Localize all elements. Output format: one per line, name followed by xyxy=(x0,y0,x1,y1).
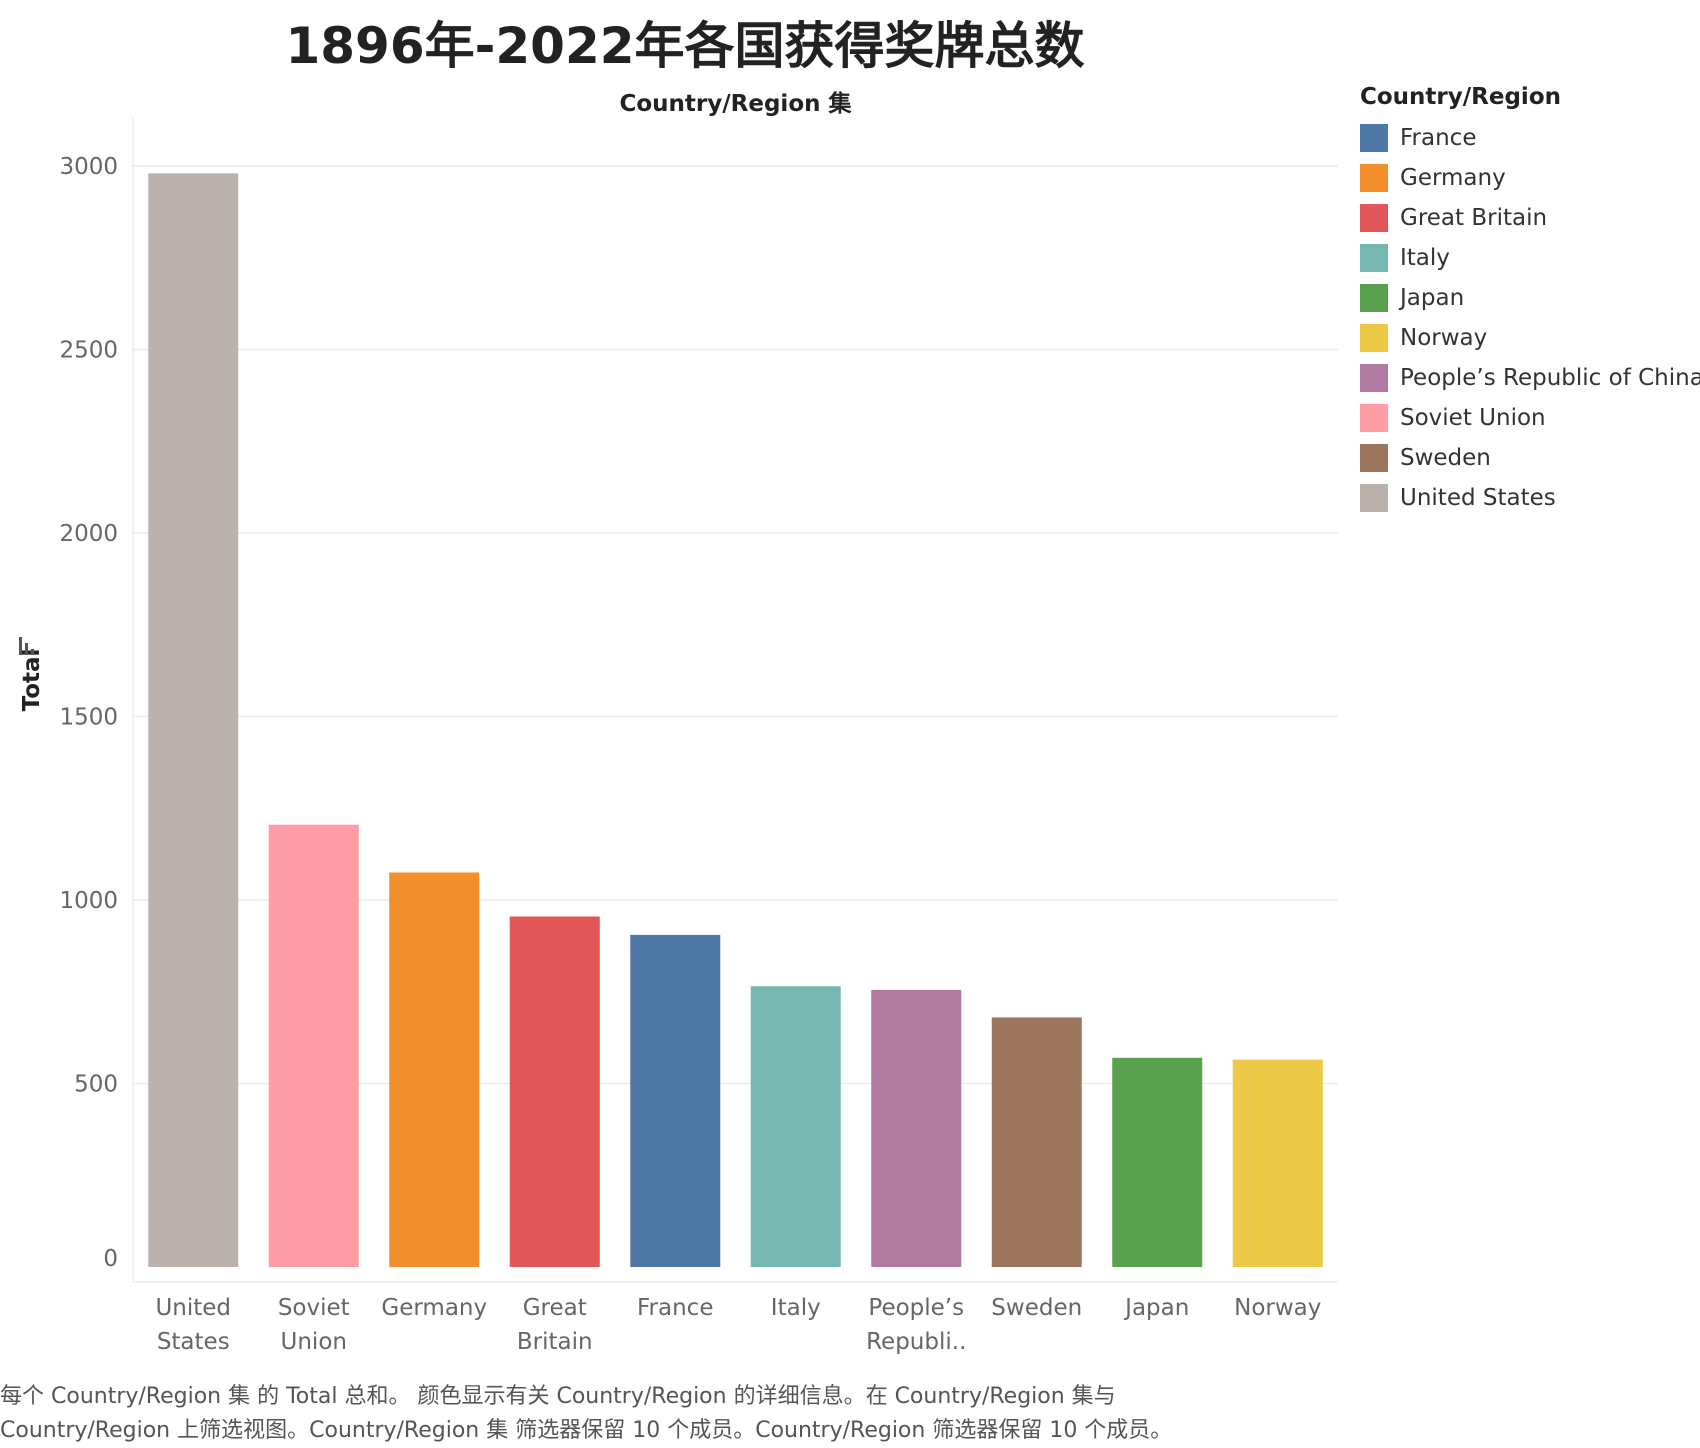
bar[interactable] xyxy=(509,916,600,1267)
legend-swatch xyxy=(1360,284,1388,312)
legend-label: United States xyxy=(1400,485,1556,511)
legend-swatch xyxy=(1360,164,1388,192)
legend-item[interactable]: Japan xyxy=(1360,278,1695,318)
bar[interactable] xyxy=(750,986,841,1267)
legend-label: Germany xyxy=(1400,165,1506,191)
legend-items: France Germany Great Britain Italy Japan Norw… xyxy=(1360,118,1700,518)
legend-item[interactable]: Soviet Union xyxy=(1360,398,1695,438)
y-tick-label: 1500 xyxy=(59,705,118,731)
legend: Country/Region France Germany Great Britai… xyxy=(1360,84,1700,518)
column-header-label[interactable]: Country/Region 集 xyxy=(619,91,852,117)
x-tick-label[interactable]: States xyxy=(157,1329,230,1355)
legend-label: Italy xyxy=(1400,245,1450,271)
bar[interactable] xyxy=(148,173,239,1268)
legend-label: Great Britain xyxy=(1400,205,1548,231)
x-tick-label[interactable]: Britain xyxy=(517,1329,593,1355)
y-tick-label: 0 xyxy=(103,1246,118,1272)
legend-label: Sweden xyxy=(1400,445,1491,471)
chart-title: 1896年-2022年各国获得奖牌总数 xyxy=(285,17,1085,75)
legend-swatch xyxy=(1360,204,1388,232)
x-tick-label[interactable]: Republi.. xyxy=(866,1329,966,1355)
legend-item[interactable]: France xyxy=(1360,118,1695,158)
x-tick-label[interactable]: Great xyxy=(523,1295,587,1321)
legend-label: People’s Republic of China xyxy=(1400,365,1700,391)
x-tick-label[interactable]: Italy xyxy=(771,1295,821,1321)
sort-descending-icon[interactable] xyxy=(19,637,41,655)
bar-chart: 0 500 1000 1500 2000 2500 3000 United States Sovi… xyxy=(59,118,1338,1355)
legend-item[interactable]: Italy xyxy=(1360,238,1695,278)
y-tick-label: 2000 xyxy=(59,521,118,547)
bar[interactable] xyxy=(630,934,721,1267)
legend-item[interactable]: United States xyxy=(1360,478,1695,518)
y-tick-label: 500 xyxy=(74,1072,118,1098)
legend-swatch xyxy=(1360,484,1388,512)
bar[interactable] xyxy=(991,1017,1082,1267)
bar[interactable] xyxy=(268,824,359,1267)
x-tick-label[interactable]: Norway xyxy=(1234,1295,1321,1321)
legend-label: Norway xyxy=(1400,325,1488,351)
x-tick-label[interactable]: Soviet xyxy=(278,1295,350,1321)
x-tick-label[interactable]: Germany xyxy=(381,1295,487,1321)
legend-item[interactable]: People’s Republic of China xyxy=(1360,358,1700,398)
legend-item[interactable]: Norway xyxy=(1360,318,1695,358)
x-tick-label[interactable]: People’s xyxy=(868,1295,964,1321)
legend-swatch xyxy=(1360,324,1388,352)
x-tick-label[interactable]: United xyxy=(155,1295,231,1321)
x-tick-label[interactable]: France xyxy=(637,1295,713,1321)
legend-swatch xyxy=(1360,124,1388,152)
legend-label: Soviet Union xyxy=(1400,405,1546,431)
y-tick-label: 2500 xyxy=(59,338,118,364)
bar[interactable] xyxy=(1112,1057,1203,1267)
legend-item[interactable]: Sweden xyxy=(1360,438,1695,478)
legend-label: France xyxy=(1400,125,1477,151)
x-tick-label[interactable]: Japan xyxy=(1123,1295,1189,1321)
x-tick-label[interactable]: Union xyxy=(281,1329,347,1355)
bar[interactable] xyxy=(1232,1059,1323,1267)
legend-item[interactable]: Great Britain xyxy=(1360,198,1695,238)
legend-swatch xyxy=(1360,404,1388,432)
bar[interactable] xyxy=(389,872,480,1267)
bar[interactable] xyxy=(871,989,962,1267)
legend-title: Country/Region xyxy=(1360,84,1561,110)
y-tick-label: 3000 xyxy=(59,154,118,180)
chart-caption: 每个 Country/Region 集 的 Total 总和。 颜色显示有关 C… xyxy=(0,1384,1173,1443)
legend-swatch xyxy=(1360,364,1388,392)
legend-label: Japan xyxy=(1400,285,1465,311)
legend-swatch xyxy=(1360,244,1388,272)
legend-item[interactable]: Germany xyxy=(1360,158,1695,198)
legend-swatch xyxy=(1360,444,1388,472)
x-tick-label[interactable]: Sweden xyxy=(991,1295,1082,1321)
y-tick-label: 1000 xyxy=(59,888,118,914)
